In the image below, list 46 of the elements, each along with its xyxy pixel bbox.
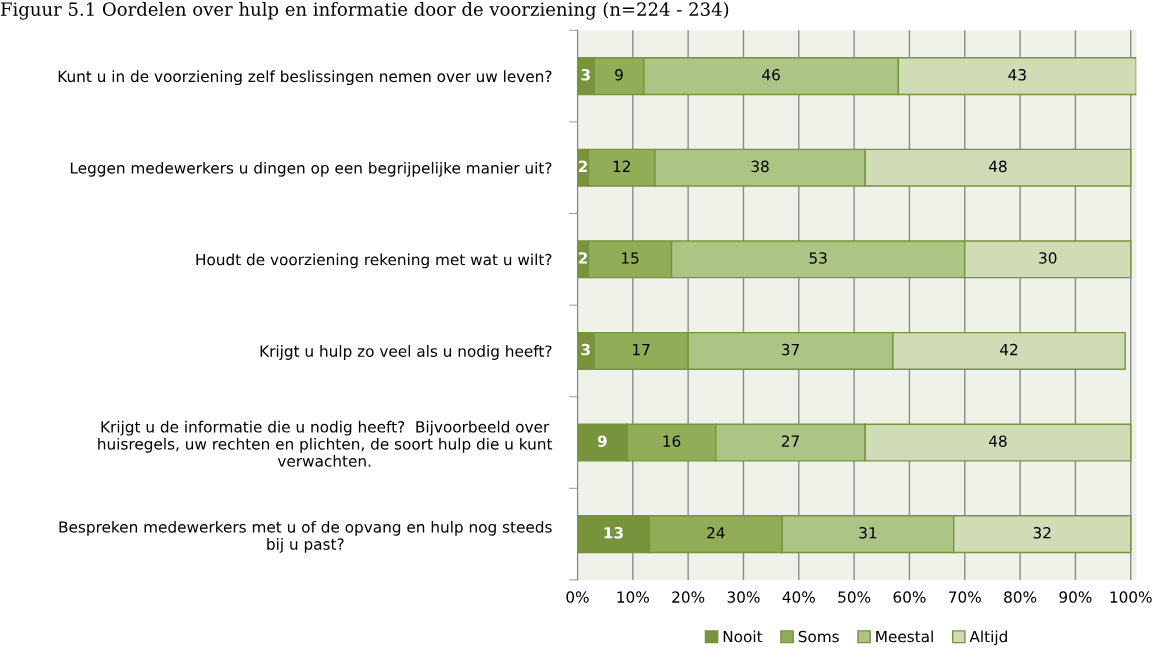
data-label: 37 [781, 343, 799, 356]
data-label: 27 [781, 435, 799, 447]
data-label: 2 [578, 160, 588, 172]
x-tick-label: 0% [566, 591, 589, 603]
data-label: 24 [707, 527, 725, 539]
data-label: 13 [604, 527, 623, 539]
data-label: 2 [578, 252, 588, 264]
x-tick-label: 80% [1004, 591, 1037, 603]
legend-label: Soms [798, 630, 839, 643]
x-tick-label: 40% [782, 591, 815, 603]
y-tick-label: Krijgt u de informatie die u nodig heeft? Bijvoorbeeld over huisregels, uw rechten en plichten, de soort hulp die u kunt verwachten. [98, 420, 553, 467]
y-tick-label: Bespreken medewerkers met u of de opvang en hulp nog steeds bij u past? [59, 520, 552, 553]
data-label: 48 [988, 435, 1007, 447]
data-label: 3 [581, 343, 590, 356]
text: Figuur 5.1 Oordelen over hulp en informatie door de voorziening (n=224 - 234) [1, 1, 729, 20]
x-tick-label: 100% [1110, 591, 1152, 603]
data-label: 31 [859, 527, 877, 539]
data-label: 48 [988, 160, 1007, 173]
x-tick-label: 90% [1059, 591, 1092, 603]
data-label: 12 [613, 160, 630, 172]
legend-label: Meestal [876, 630, 933, 643]
data-label: 53 [809, 252, 827, 264]
x-tick-label: 70% [949, 591, 981, 603]
data-label: 9 [597, 435, 607, 447]
y-tick-label: Houdt de voorziening rekening met wat u wilt? [196, 253, 552, 269]
data-label: 46 [762, 68, 780, 81]
data-label: 42 [1000, 343, 1018, 356]
y-tick-label: Leggen medewerkers u dingen op een begrijpelijke manier uit? [70, 161, 552, 177]
data-label: 38 [751, 160, 769, 173]
data-label: 17 [633, 343, 650, 356]
data-label: 30 [1039, 252, 1057, 264]
x-tick-label: 50% [838, 591, 871, 603]
legend-label: Altijd [969, 630, 1007, 646]
data-label: 9 [615, 68, 623, 81]
data-label: 16 [663, 435, 681, 447]
y-tick-label: Kunt u in de voorziening zelf beslissingen nemen over uw leven? [58, 70, 552, 86]
data-label: 3 [581, 68, 590, 81]
x-tick-label: 60% [893, 591, 926, 603]
data-label: 32 [1033, 527, 1051, 539]
legend-label: Nooit [723, 630, 763, 643]
data-label: 15 [622, 252, 639, 264]
y-tick-label: Krijgt u hulp zo veel als u nodig heeft? [260, 345, 552, 360]
data-label: 43 [1008, 68, 1026, 81]
x-tick-label: 10% [617, 591, 649, 603]
x-tick-label: 30% [727, 591, 760, 603]
x-tick-label: 20% [672, 591, 705, 603]
